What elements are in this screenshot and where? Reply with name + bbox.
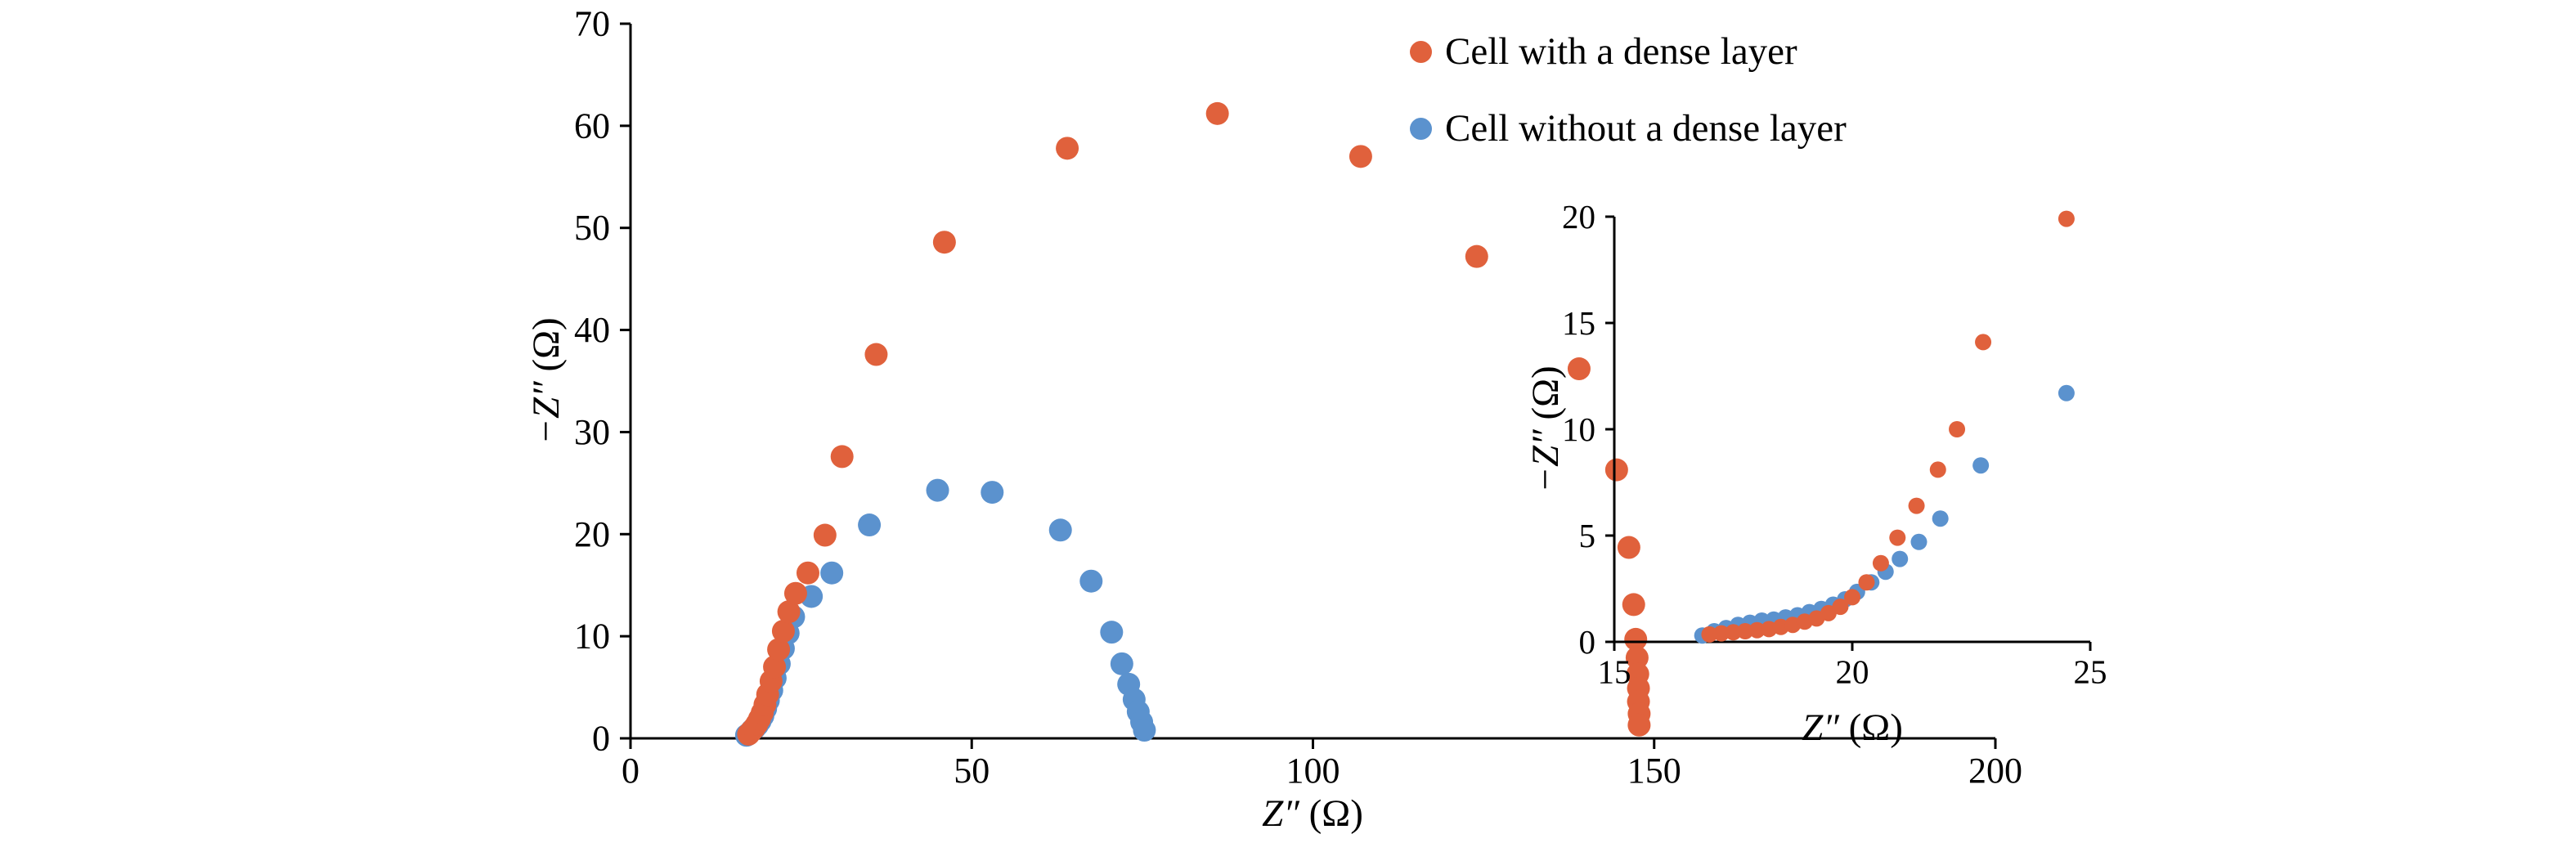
x-tick-label: 20: [1836, 653, 1869, 691]
legend-item-no-dense-layer: Cell without a dense layer: [1410, 106, 1847, 150]
legend-label-dense-layer: Cell with a dense layer: [1445, 30, 1797, 73]
y-tick-label: 0: [592, 719, 610, 759]
y-tick-label: 50: [574, 208, 610, 248]
main-y-axis-symbol: −Z″: [525, 381, 568, 445]
y-tick-label: 40: [574, 310, 610, 350]
main-x-axis-unit: (Ω): [1299, 792, 1363, 835]
y-tick-label: 15: [1562, 304, 1595, 342]
y-tick-label: 70: [574, 4, 610, 44]
y-tick-label: 10: [1562, 410, 1595, 448]
legend-label-no-dense-layer: Cell without a dense layer: [1445, 107, 1847, 150]
main-x-axis-symbol: Z″: [1262, 792, 1299, 835]
axis-spine: [1613, 217, 2090, 643]
series-cell-with-a-dense-layer: [1701, 210, 2075, 643]
main-y-axis-label: −Z″ (Ω): [524, 317, 568, 444]
series-cell-without-a-dense-layer: [1694, 384, 2075, 644]
inset-y-axis-unit: (Ω): [1524, 365, 1567, 430]
x-tick-label: 50: [954, 751, 990, 791]
y-tick-label: 0: [1579, 623, 1596, 661]
inset-x-axis-symbol: Z″: [1802, 706, 1839, 749]
inset-x-axis-label: Z″ (Ω): [1802, 706, 1903, 750]
inset-y-axis-symbol: −Z″: [1524, 429, 1567, 493]
x-tick-label: 150: [1627, 751, 1681, 791]
y-tick-label: 5: [1579, 517, 1596, 554]
x-tick-label: 200: [1968, 751, 2022, 791]
main-y-axis-unit: (Ω): [525, 317, 568, 382]
y-tick-label: 60: [574, 105, 610, 146]
inset-x-axis-unit: (Ω): [1838, 706, 1903, 749]
inset-y-axis-label: −Z″ (Ω): [1524, 365, 1568, 492]
legend: Cell with a dense layer Cell without a d…: [1410, 29, 1847, 150]
x-tick-label: 25: [2074, 653, 2107, 691]
x-tick-label: 100: [1286, 751, 1340, 791]
y-tick-label: 20: [1562, 198, 1595, 235]
legend-dot-no-dense-layer-icon: [1410, 117, 1432, 140]
legend-dot-dense-layer-icon: [1410, 40, 1432, 63]
y-tick-label: 30: [574, 412, 610, 452]
y-tick-label: 10: [574, 617, 610, 657]
y-tick-label: 20: [574, 514, 610, 554]
series-cell-with-a-dense-layer: [737, 101, 1651, 747]
main-x-axis-label: Z″ (Ω): [1262, 791, 1363, 836]
legend-item-dense-layer: Cell with a dense layer: [1410, 29, 1847, 74]
x-tick-label: 0: [622, 751, 640, 791]
x-tick-label: 15: [1598, 653, 1631, 691]
